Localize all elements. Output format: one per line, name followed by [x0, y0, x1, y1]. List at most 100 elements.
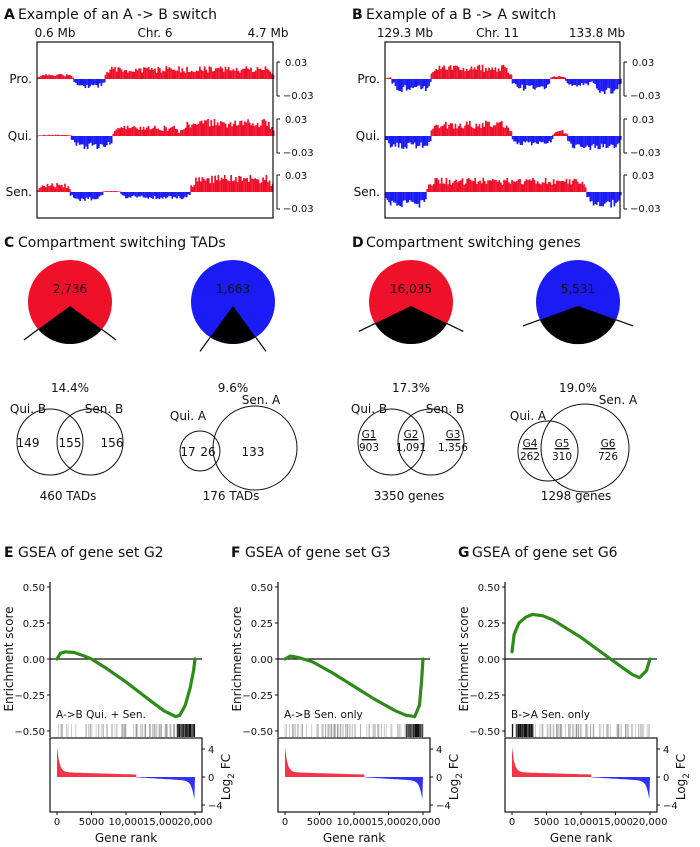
track-bar [62, 75, 65, 79]
track-bar [192, 123, 195, 136]
track-bar [511, 79, 514, 84]
log2fc-axis-label: Log2 FC [674, 754, 692, 800]
panel-letter: C [4, 235, 14, 251]
track-bar [481, 122, 484, 136]
track-bar [99, 79, 101, 84]
track-bar [512, 181, 515, 192]
track-bar [70, 75, 73, 79]
track-bar [464, 71, 466, 79]
track-bar [73, 79, 76, 82]
track-bar [582, 79, 585, 86]
track-bar [591, 136, 593, 146]
track-bar [163, 192, 166, 197]
track-bar [486, 70, 489, 79]
track-bar [439, 183, 441, 192]
track-bar [469, 179, 472, 192]
wedge-callout-line [101, 328, 117, 341]
track-bar [404, 136, 406, 148]
track-bar [155, 128, 158, 136]
track-bar [171, 192, 174, 199]
track-bar [59, 135, 62, 136]
es-tick-label: −0.25 [469, 691, 500, 702]
track-bar [74, 136, 76, 143]
track-bar [114, 191, 117, 192]
track-bar [415, 192, 418, 204]
track-bar [108, 191, 111, 192]
track-bar [568, 79, 570, 85]
track-bar [137, 192, 140, 197]
track-bar [472, 69, 474, 79]
track-bar [472, 128, 474, 136]
track-bar [581, 181, 584, 192]
track-bar [538, 136, 541, 142]
track-bar [511, 136, 514, 140]
track-bar [67, 135, 70, 136]
axis-label-part: FC [674, 754, 688, 773]
track-bar [425, 192, 427, 200]
track-bar [451, 69, 454, 79]
track-bar [163, 125, 166, 136]
track-bar [263, 70, 265, 79]
track-bar [168, 192, 170, 197]
track-bar [402, 136, 405, 149]
track-bar [211, 71, 214, 79]
track-bar [211, 175, 213, 192]
es-tick-label: 0.50 [251, 583, 273, 594]
pie-total: 5,531 [561, 282, 595, 296]
track-bar [488, 180, 491, 192]
track-bar [479, 180, 481, 192]
track-bar [505, 68, 508, 79]
track-bar [147, 126, 150, 136]
track-bar [524, 79, 527, 89]
track-bar [223, 122, 225, 136]
track-bar [532, 177, 534, 192]
track-bar [453, 180, 456, 192]
track-bar [619, 136, 622, 140]
track-bar [446, 69, 449, 79]
track-bar [493, 180, 496, 192]
track-bar [481, 64, 484, 79]
rank-axis-label: Gene rank [95, 831, 157, 845]
right-coordinate-label: 133.8 Mb [569, 26, 625, 40]
track-bar [503, 179, 505, 192]
track-bar [587, 136, 590, 147]
track-bar [171, 70, 174, 79]
track-bar [476, 183, 478, 192]
track-bar [92, 79, 95, 86]
log2fc-tick-label: 4 [208, 745, 214, 756]
track-bar [615, 192, 617, 204]
track-bar [463, 184, 465, 192]
venn-region-name: G6 [601, 438, 616, 450]
track-bar [176, 129, 179, 136]
track-bar [117, 67, 120, 79]
track-bar [522, 79, 525, 91]
venn-circle [56, 408, 124, 476]
track-bar [181, 68, 184, 79]
track-bar [116, 191, 119, 192]
track-bar [213, 119, 216, 136]
track-bar [138, 68, 140, 79]
track-bar [429, 79, 432, 83]
track-bar [173, 69, 176, 79]
track-bar [540, 184, 542, 192]
track-bar [45, 187, 47, 192]
track-bar [54, 76, 57, 79]
track-bar [438, 65, 441, 79]
left-coordinate-label: 129.3 Mb [377, 26, 433, 40]
track-bar [160, 192, 162, 198]
track-bar [136, 128, 139, 136]
venn-total: 3350 genes [374, 489, 445, 503]
log2fc-tick-label: 0 [436, 773, 442, 784]
track-bar [220, 177, 223, 192]
track-bar [494, 67, 497, 79]
track-bar [554, 76, 557, 79]
track-bar [576, 79, 578, 87]
track-bar [440, 126, 442, 136]
track-bar [469, 120, 471, 136]
es-tick-label: −0.25 [14, 691, 45, 702]
track-bar [560, 130, 562, 136]
track-bar [492, 178, 494, 192]
track-bar [48, 74, 50, 79]
log2fc-positive-area [57, 746, 137, 777]
track-bar [41, 185, 44, 192]
